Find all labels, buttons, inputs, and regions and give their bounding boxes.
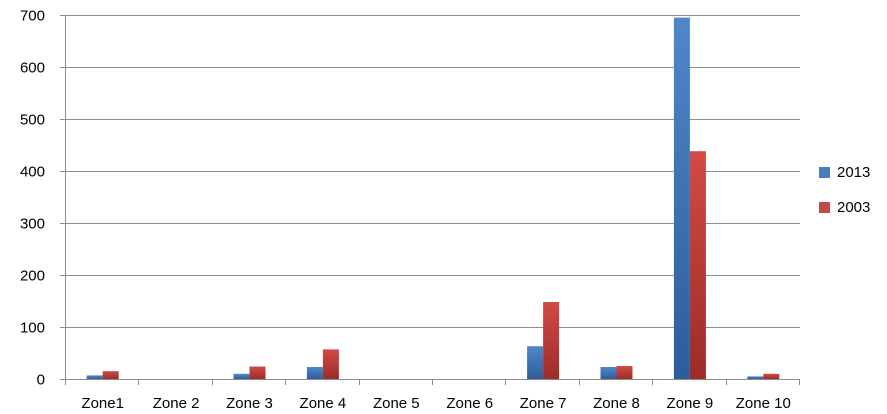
y-tick-labels: 0 100 200 300 400 500 600 700 [20, 8, 45, 389]
bar-2003-zone1 [102, 371, 119, 379]
x-tick-label: Zone 6 [446, 395, 493, 412]
bar-2013-zone9 [673, 17, 690, 379]
x-tick-label: Zone 3 [226, 395, 273, 412]
bar-2013-zone1 [86, 375, 103, 379]
y-tick-label: 0 [37, 372, 45, 389]
x-tick-label: Zone 5 [373, 395, 420, 412]
y-tick-label: 600 [20, 60, 45, 77]
x-tick-label: Zone 4 [300, 395, 347, 412]
x-tick-label: Zone 2 [153, 395, 200, 412]
legend: 2013 2003 [819, 164, 870, 216]
bar-2003-zone7 [543, 302, 560, 379]
x-tick-label: Zone 9 [667, 395, 714, 412]
y-tick-label: 200 [20, 268, 45, 285]
x-tick-label: Zone1 [81, 395, 124, 412]
x-tick-label: Zone 8 [593, 395, 640, 412]
gridlines [66, 15, 800, 328]
y-tick-label: 100 [20, 320, 45, 337]
bar-2013-zone7 [527, 346, 544, 379]
bar-2013-zone3 [233, 373, 250, 379]
x-tick-labels: Zone1 Zone 2 Zone 3 Zone 4 Zone 5 Zone 6 Zone … [81, 395, 790, 412]
y-tick-label: 300 [20, 216, 45, 233]
x-tick-label: Zone 10 [736, 395, 791, 412]
x-tick-label: Zone 7 [520, 395, 567, 412]
bar-2013-zone4 [306, 367, 323, 379]
axes [60, 15, 800, 385]
bar-2003-zone4 [322, 349, 339, 379]
y-tick-label: 400 [20, 164, 45, 181]
legend-label: 2003 [837, 199, 870, 216]
bar-2013-zone8 [600, 367, 617, 379]
y-tick-label: 500 [20, 112, 45, 129]
bar-2013-zone10 [747, 376, 764, 379]
bar-2003-zone8 [616, 366, 633, 379]
bar-2003-zone10 [763, 373, 780, 379]
legend-swatch-2003 [819, 202, 830, 213]
bars [86, 17, 780, 379]
bar-2003-zone9 [689, 151, 706, 379]
legend-swatch-2013 [819, 167, 830, 178]
bar-2003-zone3 [249, 366, 266, 379]
legend-label: 2013 [837, 164, 870, 181]
y-tick-label: 700 [20, 8, 45, 25]
